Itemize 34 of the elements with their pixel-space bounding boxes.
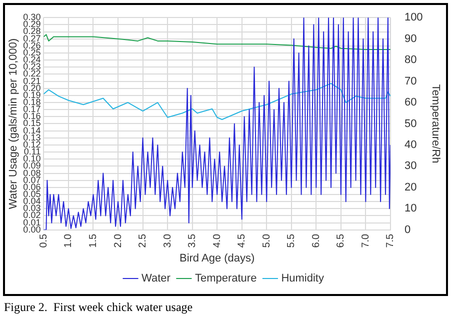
x-tick-label: 0.5: [38, 233, 50, 248]
x-tick-label: 3.0: [162, 233, 174, 248]
x-tick-label: 3.5: [187, 233, 198, 248]
x-tick-label: 1.5: [88, 233, 99, 248]
y-tick-label: 0.05: [23, 189, 41, 199]
x-tick-label: 1.0: [63, 233, 74, 248]
legend-label: Temperature: [194, 272, 257, 285]
y-axis-title: Water Usage (gals/min per 10,000): [8, 38, 20, 210]
x-tick-label: 7.5: [385, 233, 396, 248]
x-tick-label: 5.0: [261, 233, 272, 248]
legend-label: Water: [142, 272, 171, 285]
x-tick-label: 7.0: [360, 233, 372, 248]
y2-tick-label: 70: [404, 75, 417, 88]
y2-tick-label: 10: [404, 202, 417, 215]
y2-tick-label: 30: [404, 160, 417, 172]
y2-axis-title: Temperature/Rh: [429, 84, 442, 164]
y2-tick-label: 90: [404, 32, 417, 45]
y2-tick-label: 100: [404, 12, 423, 24]
caption: Figure 2. First week chick water usage: [4, 300, 193, 315]
x-tick-label: 4.5: [236, 233, 248, 248]
x-tick-label: 5.5: [286, 233, 298, 248]
y2-tick-label: 40: [404, 139, 417, 152]
x-tick-label: 2.0: [112, 233, 124, 248]
y2-tick-label: 50: [404, 118, 417, 130]
x-axis-title: Bird Age (days): [179, 252, 255, 264]
x-tick-label: 6.0: [310, 233, 322, 248]
x-tick-label: 2.5: [138, 233, 149, 248]
x-tick-label: 4.0: [212, 233, 223, 248]
y2-tick-label: 60: [404, 96, 417, 109]
legend-label: Humidity: [281, 272, 324, 285]
x-tick-label: 6.5: [336, 233, 347, 248]
y2-tick-label: 20: [404, 181, 417, 194]
y2-tick-label: 0: [404, 224, 411, 236]
y2-tick-label: 80: [404, 54, 417, 66]
